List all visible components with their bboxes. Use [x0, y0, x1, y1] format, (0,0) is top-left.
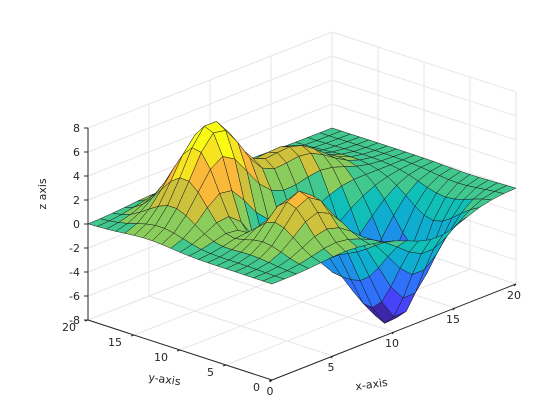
grid-line: [225, 268, 471, 366]
grid-line: [87, 55, 333, 153]
z-tick-label: 2: [73, 194, 80, 207]
x-tick-label: 20: [507, 289, 521, 302]
x-tick-mark: [391, 331, 395, 335]
x-tick-mark: [330, 355, 334, 359]
x-tick-label: 10: [385, 337, 399, 350]
grid-line: [331, 31, 517, 93]
z-tick-label: -2: [69, 242, 80, 255]
x-axis-label: x-axis: [355, 376, 389, 393]
z-tick-label: -4: [69, 266, 80, 279]
axis-labels: x-axis y-axis z axis: [36, 178, 389, 393]
x-tick-label: 0: [267, 385, 274, 398]
z-tick-label: 6: [73, 146, 80, 159]
z-tick-label: 8: [73, 122, 80, 135]
surface-face: [262, 275, 285, 285]
y-tick-label: 0: [253, 381, 260, 394]
y-tick-mark: [176, 349, 181, 352]
grid-line: [331, 79, 517, 141]
y-tick-mark: [268, 379, 273, 382]
grid-line: [331, 55, 517, 117]
x-tick-label: 15: [446, 313, 460, 326]
z-tick-label: 4: [73, 170, 80, 183]
grid-line: [87, 31, 333, 129]
y-tick-label: 10: [154, 351, 168, 364]
z-axis-label: z axis: [36, 178, 49, 210]
surface-mesh: [87, 121, 517, 324]
z-tick-label: 0: [73, 218, 80, 231]
y-tick-label: 15: [108, 336, 122, 349]
x-tick-label: 5: [328, 361, 335, 374]
y-tick-label: 20: [62, 321, 76, 334]
y-tick-label: 5: [207, 366, 214, 379]
y-axis-label: y-axis: [148, 371, 182, 388]
z-tick-label: -8: [69, 314, 80, 327]
grid-line: [331, 103, 517, 165]
x-tick-mark: [513, 283, 517, 287]
y-tick-mark: [130, 334, 135, 337]
y-tick-mark: [222, 364, 227, 367]
z-tick-label: -6: [69, 290, 80, 303]
x-tick-mark: [452, 307, 456, 311]
